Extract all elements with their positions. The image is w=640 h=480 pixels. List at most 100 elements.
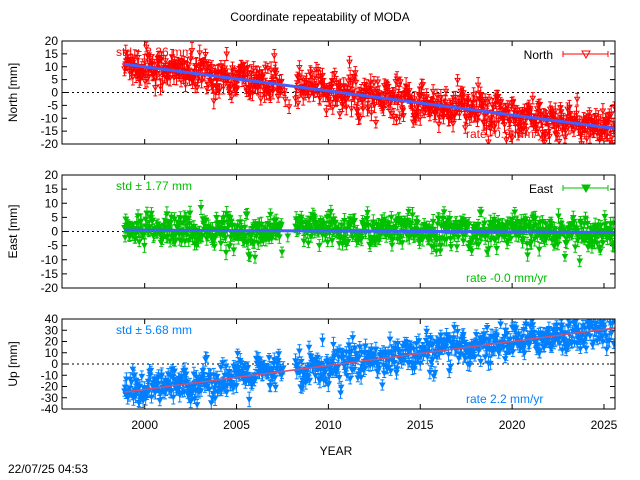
y-tick-label: 20 bbox=[45, 168, 59, 182]
east-point bbox=[511, 206, 519, 217]
up-std-label: std ± 5.68 mm bbox=[116, 323, 192, 337]
up-point bbox=[599, 334, 607, 349]
east-point bbox=[137, 213, 145, 229]
y-tick-label: 10 bbox=[45, 60, 59, 74]
y-tick-label: 5 bbox=[51, 210, 58, 224]
north-point bbox=[454, 74, 461, 87]
up-point bbox=[337, 380, 345, 394]
north-point bbox=[577, 156, 582, 168]
up-frame bbox=[61, 318, 616, 410]
up-point bbox=[182, 368, 190, 380]
east-point bbox=[351, 213, 359, 228]
east-point bbox=[166, 234, 174, 248]
east-point bbox=[555, 208, 562, 224]
north-point bbox=[459, 86, 467, 100]
x-tick-labels: 2000 2005 2010 2015 2020 2025 bbox=[131, 418, 617, 432]
east-point bbox=[435, 213, 443, 223]
east-point bbox=[475, 238, 483, 250]
up-trend-line bbox=[124, 327, 615, 393]
north-point bbox=[326, 94, 334, 110]
north-point bbox=[182, 77, 189, 93]
north-point bbox=[463, 113, 470, 125]
north-point bbox=[419, 78, 427, 91]
up-point bbox=[566, 319, 574, 328]
up-point bbox=[611, 319, 615, 323]
y-tick-label: 20 bbox=[45, 34, 59, 48]
y-tick-label: 5 bbox=[51, 73, 58, 87]
east-point bbox=[135, 236, 143, 248]
north-point bbox=[470, 87, 477, 103]
y-tick-label: 15 bbox=[45, 182, 59, 196]
east-point bbox=[507, 233, 515, 244]
north-point bbox=[228, 90, 236, 104]
east-point bbox=[168, 212, 175, 223]
north-point bbox=[393, 113, 400, 126]
up-point bbox=[431, 366, 439, 379]
up-point bbox=[483, 323, 491, 333]
y-tick-label: -20 bbox=[41, 137, 59, 151]
north-point bbox=[546, 128, 553, 144]
north-frame bbox=[61, 40, 616, 145]
north-point bbox=[342, 98, 350, 116]
y-tick-label: 10 bbox=[45, 196, 59, 210]
north-point bbox=[429, 84, 437, 99]
north-point bbox=[319, 67, 326, 83]
y-tick-label: 0 bbox=[51, 357, 58, 371]
east-point bbox=[267, 208, 274, 221]
east-point bbox=[596, 246, 604, 256]
north-point bbox=[346, 55, 353, 69]
north-point bbox=[416, 108, 424, 126]
east-legend: East bbox=[529, 182, 609, 196]
east-point bbox=[468, 246, 476, 256]
y-tick-label: -20 bbox=[41, 380, 59, 394]
timestamp: 22/07/25 04:53 bbox=[8, 462, 88, 476]
east-point bbox=[571, 241, 579, 253]
up-point bbox=[589, 319, 594, 323]
east-point bbox=[246, 251, 254, 263]
up-point bbox=[609, 306, 614, 317]
north-point bbox=[158, 51, 166, 64]
up-point bbox=[582, 343, 590, 354]
x-tick-label: 2020 bbox=[499, 418, 526, 432]
north-point bbox=[356, 112, 364, 125]
north-point bbox=[396, 76, 404, 87]
x-axis-title: YEAR bbox=[320, 444, 353, 458]
east-point bbox=[181, 235, 189, 247]
east-point bbox=[300, 235, 308, 248]
north-y-axis-title: North [mm] bbox=[6, 63, 20, 122]
north-point bbox=[233, 82, 241, 96]
up-point bbox=[477, 355, 485, 367]
up-point bbox=[171, 366, 178, 376]
y-tick-label: -15 bbox=[41, 267, 59, 281]
up-point bbox=[393, 361, 401, 376]
up-point bbox=[319, 333, 326, 347]
up-point bbox=[197, 385, 205, 397]
east-point bbox=[230, 243, 238, 257]
y-tick-label: 0 bbox=[51, 225, 58, 239]
up-data-points bbox=[121, 306, 615, 421]
up-point bbox=[306, 375, 314, 386]
y-tick-label: -10 bbox=[41, 253, 59, 267]
east-point bbox=[243, 207, 251, 220]
up-point bbox=[497, 319, 504, 329]
east-point bbox=[576, 255, 584, 267]
up-point bbox=[423, 325, 431, 337]
up-point bbox=[603, 319, 608, 320]
up-point bbox=[348, 345, 355, 357]
north-legend: North bbox=[524, 48, 609, 62]
up-point bbox=[129, 363, 137, 376]
up-point bbox=[274, 355, 282, 366]
east-point bbox=[414, 215, 422, 230]
y-tick-label: -5 bbox=[47, 239, 58, 253]
x-tick-label: 2000 bbox=[131, 418, 158, 432]
up-point bbox=[244, 361, 252, 374]
east-legend-marker bbox=[581, 184, 591, 194]
up-point bbox=[125, 410, 130, 421]
east-point bbox=[561, 251, 569, 262]
y-tick-label: 15 bbox=[45, 47, 59, 61]
east-point bbox=[222, 232, 229, 243]
y-tick-label: 0 bbox=[51, 86, 58, 100]
north-trend-line bbox=[124, 62, 615, 131]
up-point bbox=[297, 356, 305, 367]
east-point bbox=[305, 237, 312, 249]
